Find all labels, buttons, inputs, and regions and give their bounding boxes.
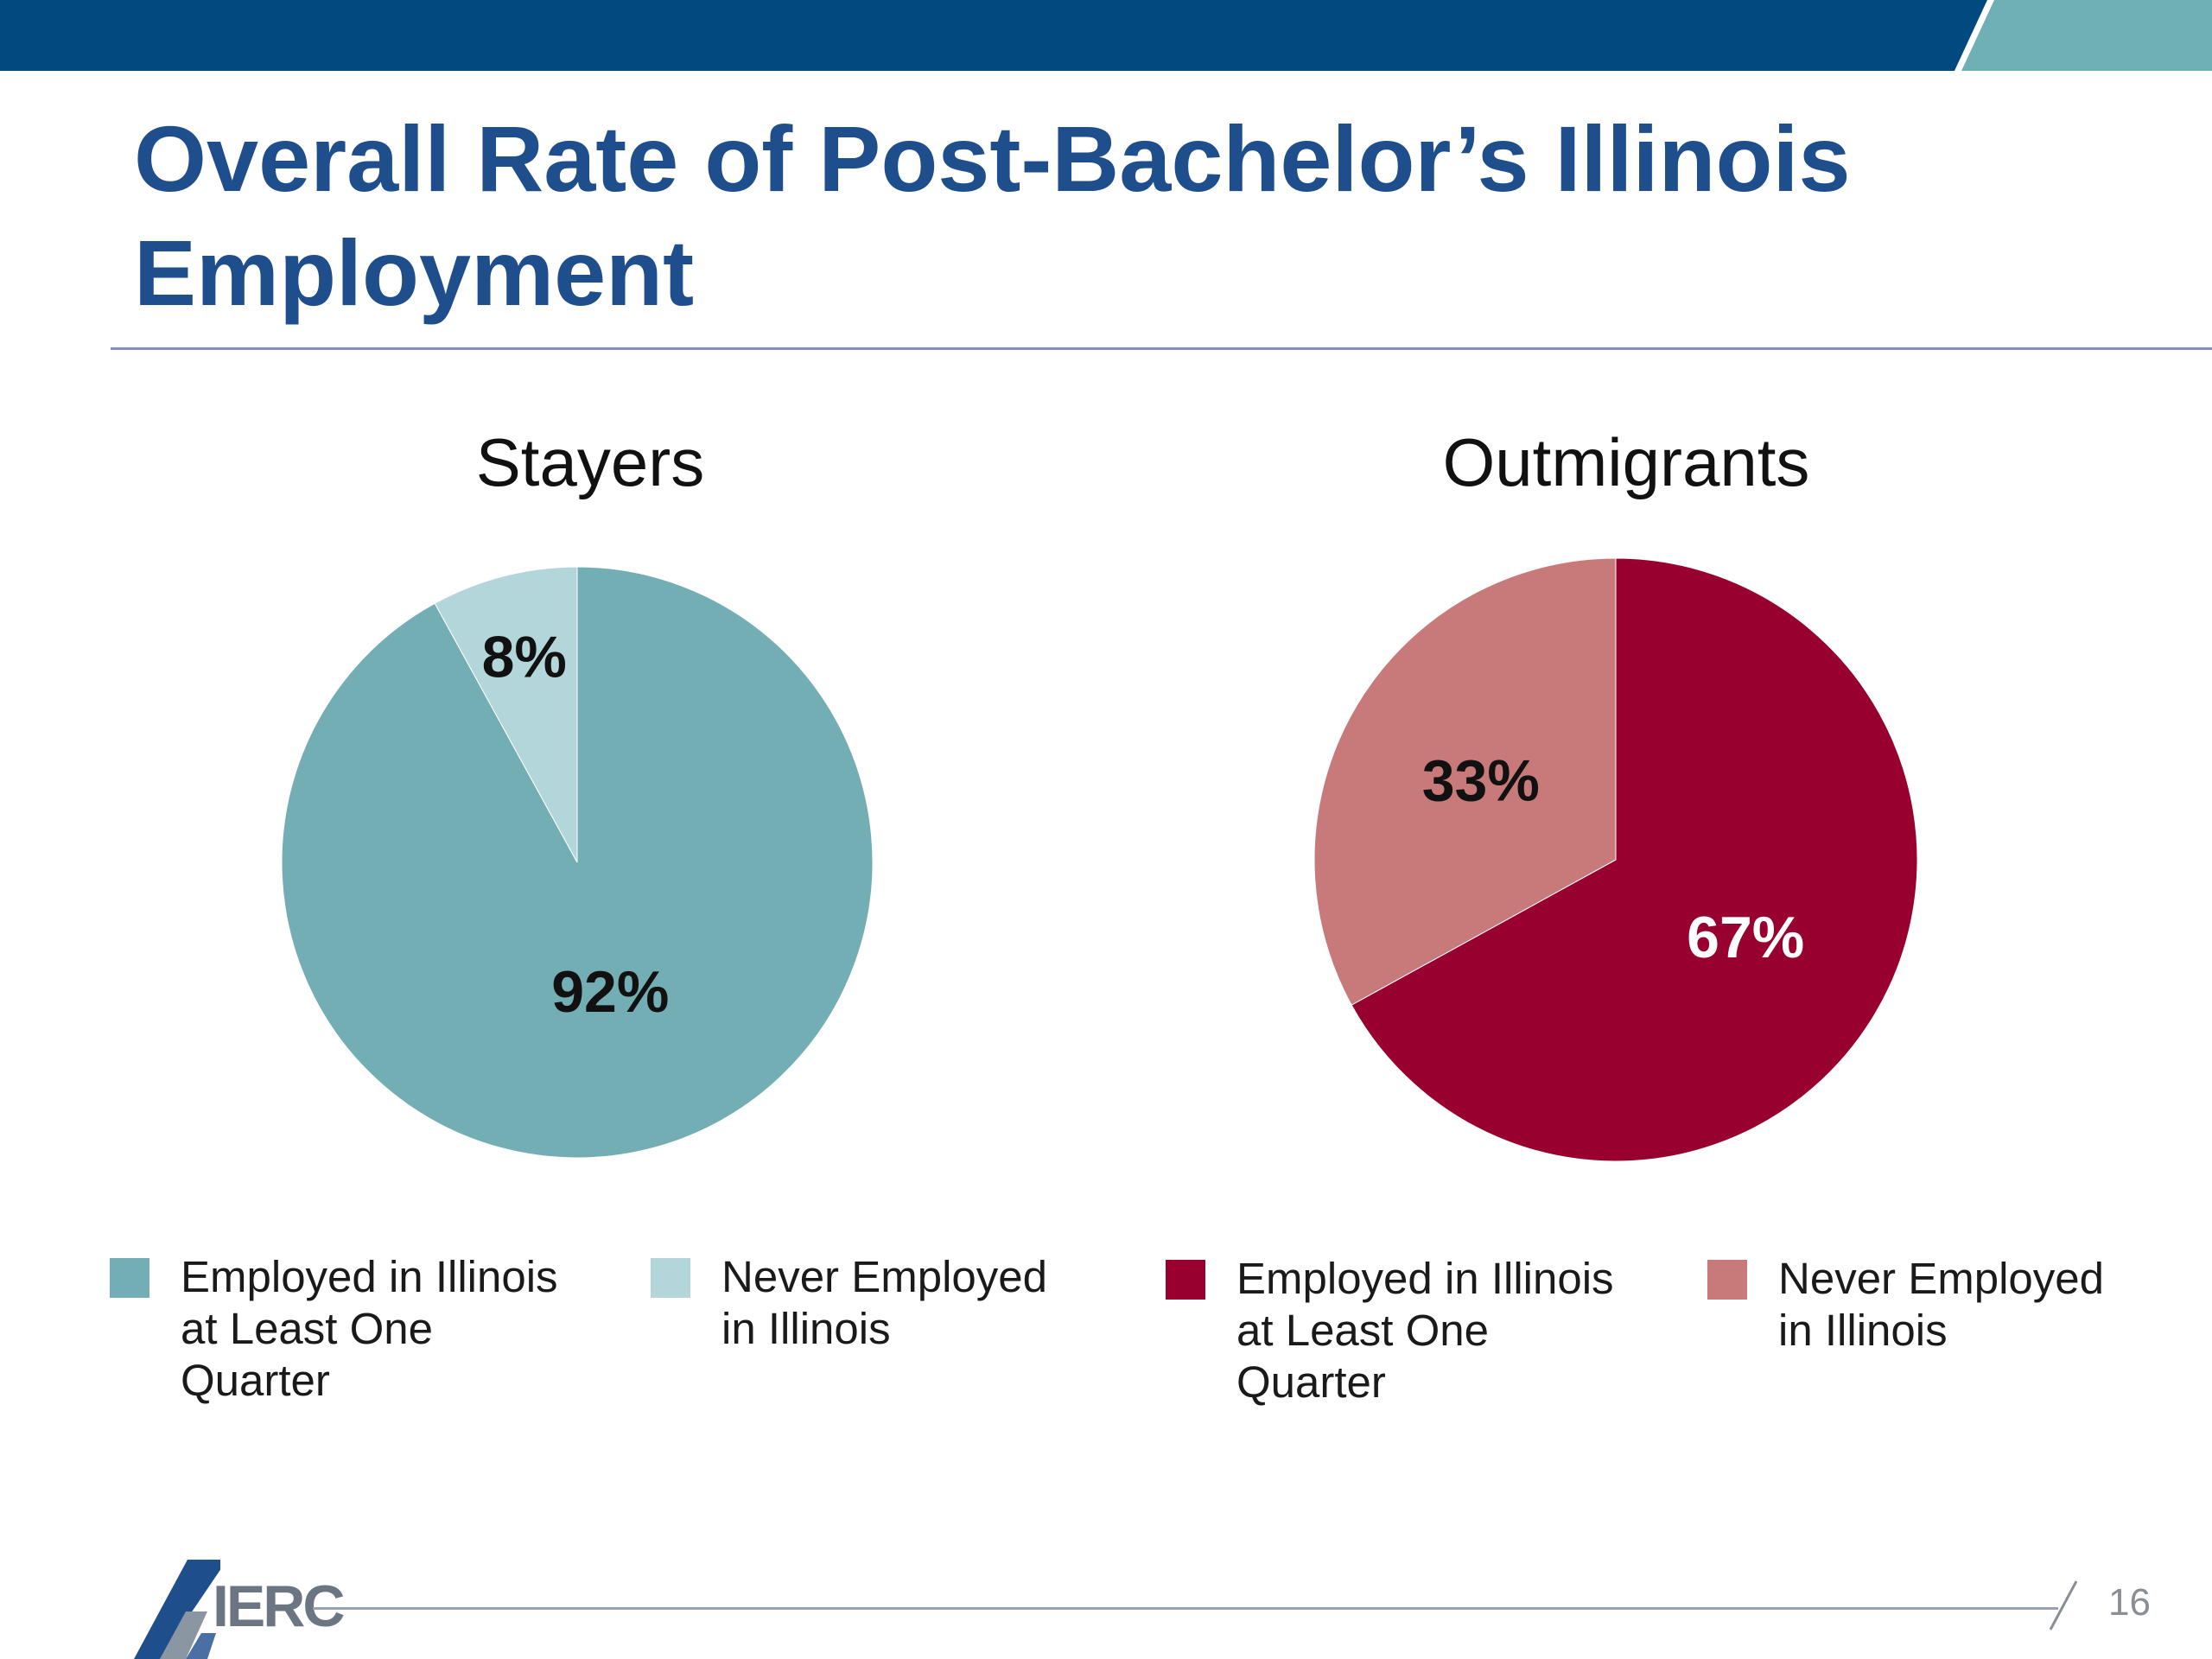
ierc-logo-icon	[134, 1560, 220, 1659]
chart-title-outmigrants: Outmigrants	[1442, 424, 1810, 500]
pie-slice	[1351, 557, 1918, 1162]
pie-data-label: 67%	[1687, 905, 1804, 970]
pie-slice	[434, 566, 578, 863]
header-divider	[1955, 0, 1994, 71]
pie-data-label: 33%	[1422, 748, 1540, 814]
legend-label: Employed in Illinois at Least One Quarte…	[181, 1252, 558, 1405]
footer-slash-icon	[2049, 1580, 2078, 1630]
header-bar	[0, 0, 2212, 71]
pie-slice	[1313, 557, 1617, 1006]
legend-swatch	[1707, 1260, 1747, 1300]
legend-swatch	[1166, 1260, 1205, 1300]
chart-title-stayers: Stayers	[475, 424, 705, 500]
page-number: 16	[2108, 1581, 2151, 1624]
slide-title: Overall Rate of Post-Bachelor’s Illinois…	[134, 106, 1851, 325]
legend-swatch	[651, 1258, 690, 1298]
legend-label: Never Employed in Illinois	[721, 1252, 1047, 1353]
legend-swatch	[110, 1258, 149, 1298]
footer-rule	[313, 1607, 2058, 1610]
legend-label: Employed in Illinois at Least One Quarte…	[1236, 1254, 1614, 1407]
pie-data-label: 92%	[551, 959, 669, 1025]
title-rule	[111, 347, 2212, 350]
logo-text: IERC	[213, 1573, 345, 1639]
pie-data-label: 8%	[482, 624, 567, 690]
legend-label: Never Employed in Illinois	[1778, 1254, 2104, 1355]
header-accent	[1955, 0, 2212, 71]
